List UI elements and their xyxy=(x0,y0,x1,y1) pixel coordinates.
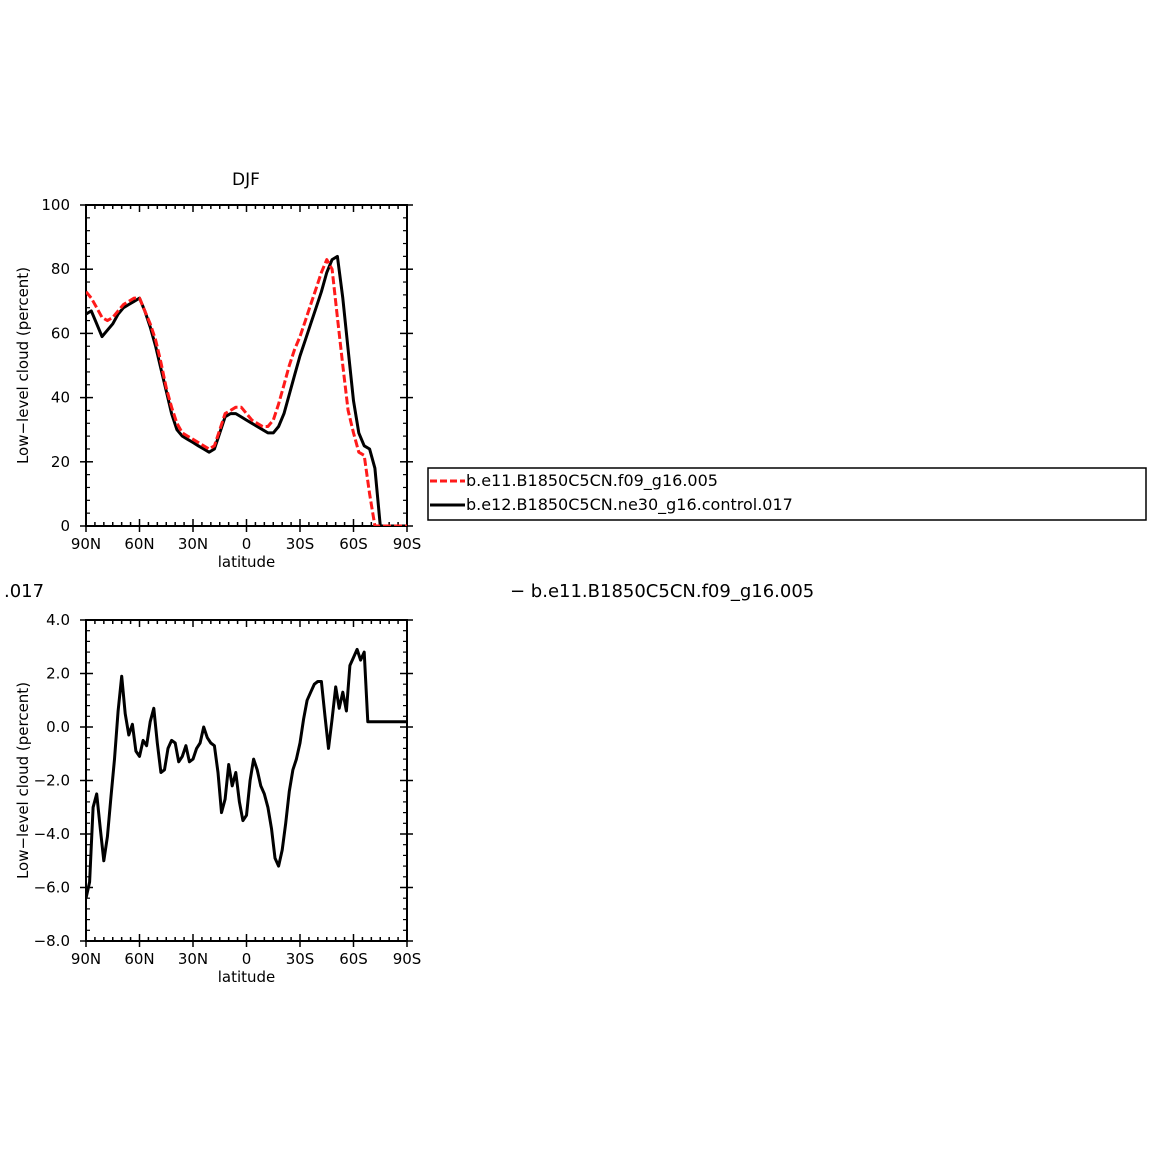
y-tick-label: 0.0 xyxy=(46,718,70,736)
x-tick-label: 0 xyxy=(242,535,252,553)
diff-title-left-fragment: .017 xyxy=(4,581,44,602)
x-tick-label: 90N xyxy=(71,950,101,968)
x-tick-label: 30N xyxy=(178,950,208,968)
y-tick-label: −2.0 xyxy=(34,772,70,790)
x-tick-label: 90S xyxy=(393,535,422,553)
y-tick-label: 60 xyxy=(51,324,70,342)
y-tick-label: 20 xyxy=(51,453,70,471)
plot-frame xyxy=(85,204,408,527)
legend-box xyxy=(427,467,1147,521)
x-tick-label: 30S xyxy=(286,950,315,968)
x-tick-label: 30S xyxy=(286,535,315,553)
x-tick-label: 90S xyxy=(393,950,422,968)
top-chart-panel: 90N 60N 30N 0 30S 60S 90S 0 20 40 60 80 100 latitude L… xyxy=(14,196,421,571)
x-tick-label: 60N xyxy=(124,950,154,968)
y-tick-label: 4.0 xyxy=(46,611,70,629)
y-tick-label: 0 xyxy=(60,517,70,535)
y-tick-label: −4.0 xyxy=(34,825,70,843)
diff-title-right-fragment: − b.e11.B1850C5CN.f09_g16.005 xyxy=(510,581,814,602)
x-axis-title: latitude xyxy=(218,553,276,571)
y-tick-label: −8.0 xyxy=(34,932,70,950)
x-tick-label: 30N xyxy=(178,535,208,553)
y-axis-title: Low−level cloud (percent) xyxy=(14,682,32,879)
x-tick-label: 0 xyxy=(242,950,252,968)
series-line-1 xyxy=(86,647,407,899)
y-tick-label: −6.0 xyxy=(34,879,70,897)
x-tick-label: 60N xyxy=(124,535,154,553)
x-tick-label: 60S xyxy=(339,535,368,553)
series-line-1 xyxy=(86,258,407,526)
y-tick-label: 80 xyxy=(51,260,70,278)
bottom-chart-panel: 90N 60N 30N 0 30S 60S 90S −8.0 −6.0 −4.0 −2.0 0.0 2.… xyxy=(14,611,421,986)
y-axis-title: Low−level cloud (percent) xyxy=(14,267,32,464)
legend-label-series-1: b.e11.B1850C5CN.f09_g16.005 xyxy=(466,471,718,491)
plot-frame xyxy=(85,619,408,942)
top-chart-title: DJF xyxy=(232,170,260,190)
x-tick-label: 60S xyxy=(339,950,368,968)
y-tick-label: 40 xyxy=(51,389,70,407)
legend: b.e11.B1850C5CN.f09_g16.005 b.e12.B1850C… xyxy=(427,467,1147,521)
y-tick-label: 100 xyxy=(41,196,70,214)
x-axis-title: latitude xyxy=(218,968,276,986)
x-tick-label: 90N xyxy=(71,535,101,553)
legend-label-series-2: b.e12.B1850C5CN.ne30_g16.control.017 xyxy=(466,495,793,515)
y-tick-label: 2.0 xyxy=(46,665,70,683)
